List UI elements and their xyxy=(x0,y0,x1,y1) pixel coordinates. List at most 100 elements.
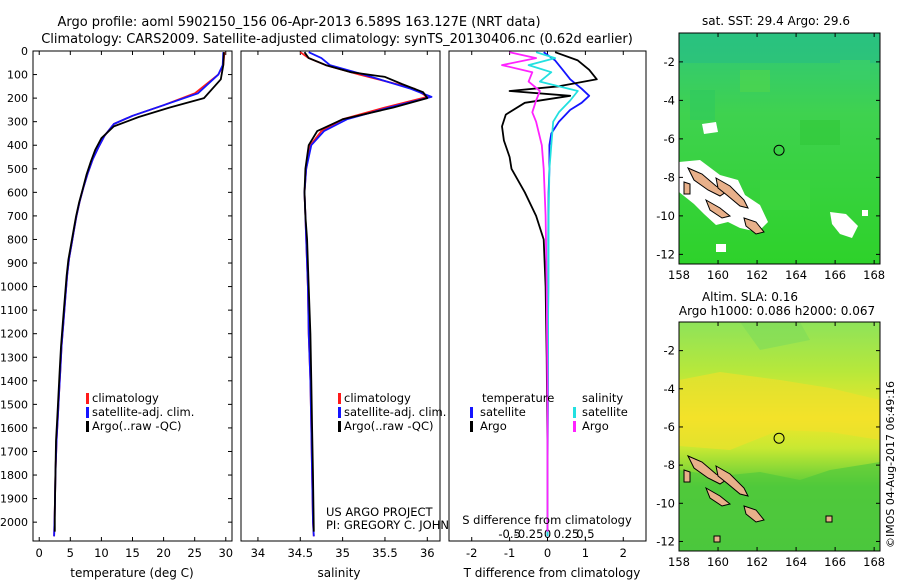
temperature-x-axis: 0 5 10 15 20 25 30 xyxy=(36,51,233,560)
legend-label-t-satellite: satellite xyxy=(480,405,526,419)
depth-tick-label: 400 xyxy=(7,139,28,152)
salinity-tick-label: 36 xyxy=(420,546,435,560)
project-credit: US ARGO PROJECT xyxy=(326,505,434,519)
legend-header-salinity: salinity xyxy=(582,391,623,405)
legend-label-s-satellite: satellite xyxy=(582,405,628,419)
sla-map-title-line1: Altim. SLA: 0.16 xyxy=(702,290,798,304)
salinity-plot-frame xyxy=(240,50,441,542)
argo-location-marker xyxy=(773,144,785,156)
latitude-tick-label: -10 xyxy=(656,496,675,510)
legend-marker-s-satellite xyxy=(573,407,576,418)
difference-profiles xyxy=(501,51,598,537)
salinity-tick-label: 34 xyxy=(251,546,266,560)
legend-marker-argo xyxy=(86,421,89,432)
s-difference-tick-label: 0.25 xyxy=(554,527,580,541)
figure-title-line1: Argo profile: aoml 5902150_156 06-Apr-20… xyxy=(57,15,540,30)
longitude-tick-label: 160 xyxy=(707,268,729,282)
depth-tick-label: 1400 xyxy=(0,375,28,388)
s-difference-tick-label: 0.5 xyxy=(576,527,594,541)
latitude-tick-label: -8 xyxy=(664,170,675,184)
sst-map-frame xyxy=(678,32,881,265)
t-difference-label: T difference from climatology xyxy=(463,566,641,580)
depth-tick-label: 300 xyxy=(7,116,28,129)
legend-label-climatology: climatology xyxy=(92,391,159,405)
longitude-tick-label: 166 xyxy=(824,268,846,282)
salinity-x-axis: 34 34.5 35 35.5 36 xyxy=(251,51,435,560)
temperature-legend: climatology satellite-adj. clim. Argo(..… xyxy=(86,391,194,433)
temperature-panel: 0100200300400500600700800900100011001200… xyxy=(0,45,646,580)
t-difference-tick-label: 1 xyxy=(582,546,589,560)
figure-title-line2: Climatology: CARS2009. Satellite-adjuste… xyxy=(41,32,633,47)
latitude-tick-label: -2 xyxy=(664,344,675,358)
legend-marker-t-argo xyxy=(470,421,473,432)
legend-marker-s-argo xyxy=(573,421,576,432)
salinity-tick-label: 35.5 xyxy=(372,546,398,560)
sst-map-texture xyxy=(679,33,880,210)
latitude-tick-label: -12 xyxy=(656,534,675,548)
profile-line-argo-raw-qc- xyxy=(53,52,225,532)
sla-map-frame xyxy=(678,321,881,552)
depth-tick-label: 1700 xyxy=(0,445,28,458)
t-difference-tick-label: 0 xyxy=(544,546,551,560)
longitude-tick-label: 164 xyxy=(785,268,807,282)
depth-tick-label: 1500 xyxy=(0,398,28,411)
argo-location-marker xyxy=(773,432,785,444)
temperature-profiles xyxy=(53,52,226,537)
temperature-tick-label: 0 xyxy=(36,546,43,560)
salinity-x-label: salinity xyxy=(317,566,360,580)
legend-marker-climatology xyxy=(86,393,89,404)
depth-tick-label: 600 xyxy=(7,186,28,199)
legend-marker-satellite xyxy=(86,407,89,418)
temperature-tick-label: 25 xyxy=(187,546,202,560)
longitude-tick-label: 160 xyxy=(707,555,729,569)
latitude-tick-label: -6 xyxy=(664,132,675,146)
latitude-tick-label: -10 xyxy=(656,209,675,223)
legend-label-argo: Argo(..raw -QC) xyxy=(344,419,434,433)
depth-tick-label: 900 xyxy=(7,257,28,270)
longitude-tick-label: 164 xyxy=(785,555,807,569)
temperature-tick-label: 30 xyxy=(218,546,233,560)
t-difference-tick-label: -2 xyxy=(466,546,477,560)
salinity-tick-label: 34.5 xyxy=(287,546,313,560)
s-difference-label: S difference from climatology xyxy=(462,513,632,527)
temperature-tick-label: 10 xyxy=(94,546,109,560)
latitude-tick-label: -2 xyxy=(664,55,675,69)
sst-map-panel: sat. SST: 29.4 Argo: 29.6 158 160 162 164 16… xyxy=(656,14,885,282)
pi-credit: PI: GREGORY C. JOHNSON xyxy=(326,518,474,532)
s-difference-tick-label: -0.5 xyxy=(498,527,520,541)
salinity-panel: 34 34.5 35 35.5 36 salinity climatology sate… xyxy=(240,50,474,580)
latitude-tick-label: -8 xyxy=(664,458,675,472)
sla-map-title-line2: Argo h1000: 0.086 h2000: 0.067 xyxy=(679,304,875,318)
difference-panel: -2 -1 0 1 2-0.5-0.25 0 0.250.5 S difference fr… xyxy=(448,50,647,580)
temperature-tick-label: 15 xyxy=(125,546,140,560)
legend-header-temperature: temperature xyxy=(482,391,554,405)
legend-label-t-argo: Argo xyxy=(480,419,507,433)
longitude-tick-label: 162 xyxy=(746,555,768,569)
longitude-tick-label: 158 xyxy=(668,555,690,569)
depth-tick-label: 1900 xyxy=(0,493,28,506)
sla-map-axes: 158 160 162 164 166 168 -2 -4 -6 -8 -10 -12 xyxy=(656,322,885,569)
longitude-tick-label: 168 xyxy=(863,268,885,282)
sla-map-panel: Altim. SLA: 0.16 Argo h1000: 0.086 h2000… xyxy=(656,290,897,569)
profile-line-s-satellite xyxy=(527,51,579,537)
depth-tick-label: 700 xyxy=(7,210,28,223)
legend-marker-t-satellite xyxy=(470,407,473,418)
sst-map-title: sat. SST: 29.4 Argo: 29.6 xyxy=(702,14,850,28)
profile-line-t-argo xyxy=(501,51,598,532)
t-difference-tick-label: 2 xyxy=(620,546,627,560)
temperature-plot-frame xyxy=(32,50,233,542)
temperature-tick-label: 20 xyxy=(156,546,171,560)
longitude-tick-label: 168 xyxy=(863,555,885,569)
depth-tick-label: 500 xyxy=(7,163,28,176)
temperature-tick-label: 5 xyxy=(67,546,74,560)
salinity-profiles xyxy=(299,51,433,537)
sst-island-shapes xyxy=(683,167,765,235)
depth-tick-label: 1600 xyxy=(0,422,28,435)
legend-label-s-argo: Argo xyxy=(582,419,609,433)
latitude-tick-label: -12 xyxy=(656,247,675,261)
sla-island-shapes xyxy=(683,455,833,543)
depth-tick-label: 1800 xyxy=(0,469,28,482)
depth-tick-label: 1000 xyxy=(0,281,28,294)
depth-tick-label: 100 xyxy=(7,69,28,82)
